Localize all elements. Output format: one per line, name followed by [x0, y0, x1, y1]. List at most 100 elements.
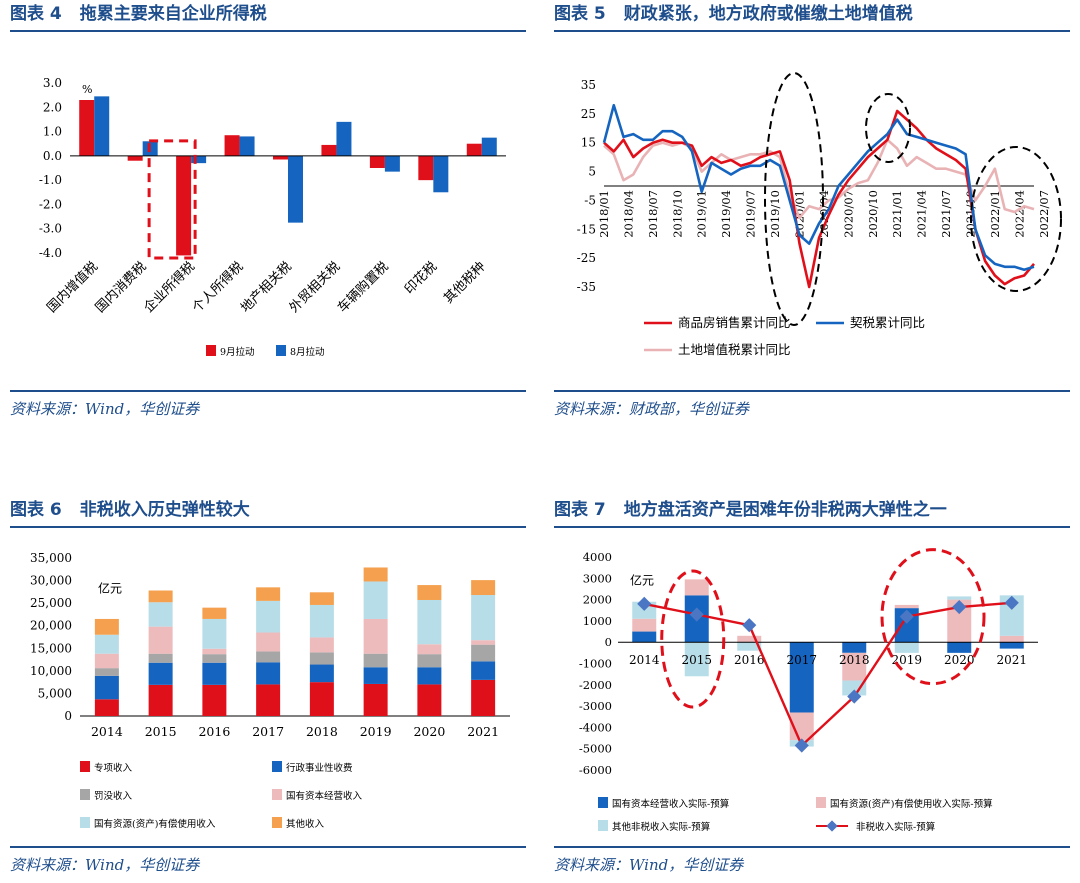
annotation-ellipse	[880, 548, 986, 686]
bar-segment	[309, 664, 334, 683]
bar-segment	[256, 587, 281, 601]
annotation-ellipse	[660, 569, 726, 709]
line-marker	[847, 689, 862, 704]
bar-segment	[417, 667, 442, 685]
x-tick-label: 2022/07	[1037, 190, 1051, 238]
legend-swatch	[272, 817, 282, 828]
x-tick-label: 2017	[252, 724, 284, 739]
y-tick-label: 4000	[583, 550, 612, 564]
bar-segment	[789, 642, 814, 713]
x-tick-label: 2018/01	[597, 190, 611, 238]
bar-segment	[417, 599, 442, 645]
x-tick-label: 2022/04	[1012, 190, 1026, 238]
x-tick-label: 2019	[891, 653, 922, 667]
bar-segment	[202, 648, 227, 655]
bar-segment	[363, 618, 388, 654]
y-tick-label: -35	[577, 280, 596, 294]
x-tick-label: 2019/10	[768, 190, 782, 238]
bar	[288, 155, 303, 223]
source-note: 资料来源：财政部，华创证券	[554, 390, 1070, 420]
bar	[224, 135, 240, 156]
bar	[369, 155, 385, 168]
bar-segment	[148, 602, 173, 627]
bar	[273, 155, 288, 160]
y-tick-label: 0.0	[43, 149, 62, 163]
bar-segment	[309, 682, 334, 716]
figure-title: 非税收入历史弹性较大	[79, 500, 250, 520]
line-marker	[1004, 595, 1019, 610]
bar-segment	[894, 604, 919, 609]
bar-segment	[309, 604, 334, 638]
y-tick-label: -15	[577, 222, 596, 236]
x-tick-label: 2020	[413, 724, 445, 739]
figure-title: 财政紧张，地方政府或催缴土地增值税	[623, 4, 913, 24]
legend-label: 8月拉动	[290, 346, 325, 358]
annotation-ellipse	[764, 72, 824, 326]
bar-segment	[842, 642, 867, 653]
legend-label: 其他非税收入实际-预算	[612, 821, 710, 833]
x-tick-label: 2015	[681, 653, 712, 667]
x-tick-label: 国内消费税	[92, 259, 149, 316]
bar-segment	[632, 631, 657, 643]
figure-label: 图表 7	[554, 500, 606, 520]
x-tick-label: 2018/07	[646, 190, 660, 238]
bar-segment	[94, 668, 119, 676]
bar-segment	[148, 662, 173, 685]
x-tick-label: 2018	[839, 653, 870, 667]
x-tick-label: 2019/04	[719, 190, 733, 238]
line-marker	[794, 738, 809, 753]
line-marker	[637, 596, 652, 611]
x-tick-label: 2021/04	[915, 190, 929, 238]
legend-swatch	[598, 820, 608, 831]
y-tick-label: 35	[581, 78, 596, 92]
bar-segment	[94, 634, 119, 654]
y-tick-label: -4.0	[39, 246, 62, 260]
legend-label: 商品房销售累计同比	[678, 315, 791, 330]
bar-segment	[202, 662, 227, 685]
bar-segment	[94, 618, 119, 635]
bar	[466, 143, 482, 156]
panel-fig5: 图表 5 财政紧张，地方政府或催缴土地增值税 35 25 15 5 -5 -15 -25 -35…	[554, 0, 1070, 425]
bar-segment	[202, 618, 227, 649]
source-note: 资料来源：Wind，华创证券	[10, 390, 526, 420]
legend-label: 专项收入	[94, 762, 133, 774]
bar	[433, 155, 449, 193]
bar	[384, 155, 400, 172]
y-tick-label: -6000	[579, 763, 612, 777]
bar-segment	[148, 590, 173, 603]
bar-segment	[256, 600, 281, 633]
bar-segment	[632, 618, 657, 632]
panel-title: 图表 5 财政紧张，地方政府或催缴土地增值税	[554, 0, 1070, 32]
legend-label: 国有资本经营收入实际-预算	[612, 798, 729, 810]
bar-segment	[471, 595, 496, 641]
legend-swatch	[272, 761, 282, 772]
bar-segment	[256, 651, 281, 663]
unit-label: 亿元	[98, 581, 122, 596]
line-marker	[952, 599, 967, 615]
bar-segment	[309, 592, 334, 605]
panel-title: 图表 4 拖累主要来自企业所得税	[10, 0, 526, 32]
legend-marker	[826, 820, 838, 832]
y-tick-label: -2.0	[39, 197, 62, 211]
chart-fig4: 3.0 2.0 1.0 0.0 -1.0 -2.0 -3.0 -4.0% 国内增值税国内消费税企…	[39, 76, 506, 358]
bar-segment	[947, 596, 972, 600]
chart-fig5: 35 25 15 5 -5 -15 -25 -35 2018/01 2018/04 2018/07 2…	[577, 72, 1062, 357]
bar-segment	[148, 653, 173, 663]
legend-label: 国有资本经营收入	[286, 790, 363, 802]
bar	[481, 137, 497, 156]
y-tick-label: 20,000	[30, 619, 72, 633]
y-tick-label: 5,000	[38, 686, 72, 700]
source-note: 资料来源：Wind，华创证券	[554, 846, 1070, 876]
bar-segment	[148, 684, 173, 716]
y-tick-label: 5	[588, 165, 596, 179]
legend-label: 非税收入实际-预算	[856, 821, 935, 833]
legend-label: 国有资源(资产)有偿使用收入实际-预算	[830, 798, 993, 810]
y-tick-label: -4000	[579, 720, 612, 734]
y-tick-label: -5	[584, 193, 596, 207]
legend-swatch	[80, 789, 90, 800]
legend-swatch	[80, 817, 90, 828]
x-tick-label: 2017	[786, 653, 817, 667]
x-tick-label: 印花税	[401, 259, 440, 298]
bar-segment	[202, 654, 227, 663]
bar-segment	[363, 653, 388, 668]
